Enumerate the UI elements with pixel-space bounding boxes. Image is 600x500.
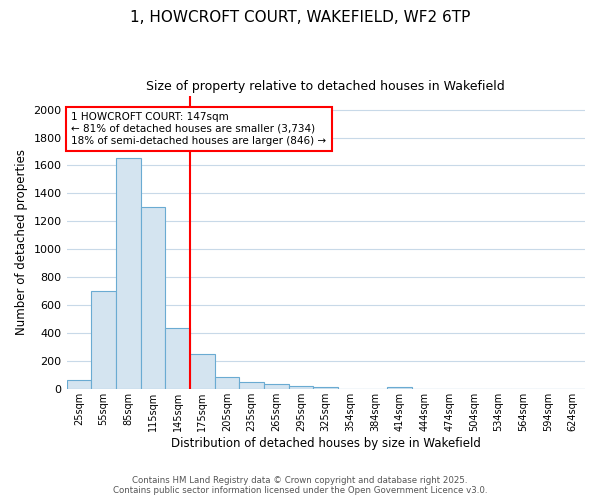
Bar — [313, 387, 338, 390]
Bar — [165, 328, 190, 390]
Bar — [289, 386, 313, 390]
Y-axis label: Number of detached properties: Number of detached properties — [15, 150, 28, 336]
X-axis label: Distribution of detached houses by size in Wakefield: Distribution of detached houses by size … — [171, 437, 481, 450]
Bar — [215, 376, 239, 390]
Bar — [140, 208, 165, 390]
Bar — [116, 158, 140, 390]
Text: 1, HOWCROFT COURT, WAKEFIELD, WF2 6TP: 1, HOWCROFT COURT, WAKEFIELD, WF2 6TP — [130, 10, 470, 25]
Text: 1 HOWCROFT COURT: 147sqm
← 81% of detached houses are smaller (3,734)
18% of sem: 1 HOWCROFT COURT: 147sqm ← 81% of detach… — [71, 112, 326, 146]
Bar — [67, 380, 91, 390]
Title: Size of property relative to detached houses in Wakefield: Size of property relative to detached ho… — [146, 80, 505, 93]
Bar — [91, 292, 116, 390]
Bar — [190, 354, 215, 390]
Text: Contains HM Land Registry data © Crown copyright and database right 2025.
Contai: Contains HM Land Registry data © Crown c… — [113, 476, 487, 495]
Bar — [388, 387, 412, 390]
Bar — [239, 382, 264, 390]
Bar — [264, 384, 289, 390]
